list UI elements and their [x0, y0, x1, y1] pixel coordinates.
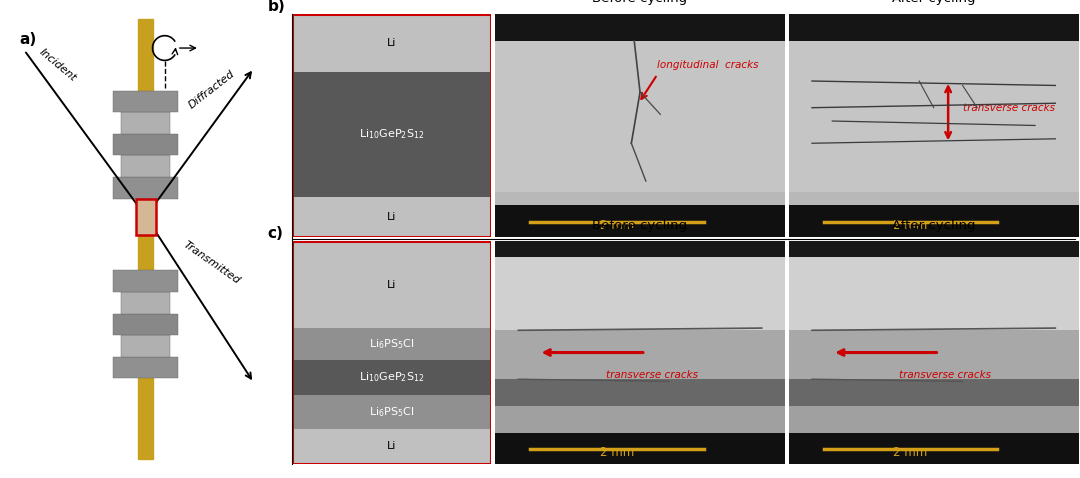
Text: After cycling: After cycling: [892, 0, 975, 5]
Bar: [292, 360, 491, 395]
Text: Li: Li: [387, 38, 396, 48]
Bar: [495, 14, 785, 41]
Bar: [788, 192, 1079, 206]
Bar: [495, 41, 785, 206]
Bar: [292, 429, 491, 464]
Bar: [495, 252, 785, 330]
Bar: [292, 395, 491, 429]
Bar: [788, 41, 1079, 206]
Bar: [113, 134, 178, 155]
Bar: [113, 91, 178, 112]
Text: 2 mm: 2 mm: [599, 446, 634, 459]
Bar: [495, 206, 785, 237]
Text: Before cycling: Before cycling: [593, 0, 688, 5]
Text: Li: Li: [387, 212, 396, 222]
Bar: [121, 112, 170, 134]
Bar: [113, 357, 178, 378]
Text: $\mathregular{Li_{10}GeP_2S_{12}}$: $\mathregular{Li_{10}GeP_2S_{12}}$: [359, 370, 424, 384]
Text: After cycling: After cycling: [892, 219, 975, 232]
Text: Diffracted: Diffracted: [187, 69, 237, 111]
Text: $\mathregular{Li_6PS_5Cl}$: $\mathregular{Li_6PS_5Cl}$: [368, 405, 415, 419]
Text: Li: Li: [387, 442, 396, 451]
Text: b): b): [268, 0, 285, 14]
Bar: [113, 177, 178, 198]
Bar: [136, 198, 157, 235]
Text: c): c): [268, 227, 284, 241]
Bar: [113, 271, 178, 292]
Bar: [292, 241, 491, 328]
Bar: [292, 328, 491, 360]
Bar: [495, 406, 785, 433]
Bar: [788, 406, 1079, 433]
Bar: [292, 72, 491, 196]
Bar: [495, 330, 785, 379]
Bar: [788, 330, 1079, 379]
Text: transverse cracks: transverse cracks: [900, 370, 991, 380]
Bar: [121, 155, 170, 177]
Text: Li: Li: [387, 280, 396, 290]
Bar: [788, 433, 1079, 464]
Bar: [788, 379, 1079, 406]
Bar: [788, 14, 1079, 41]
Bar: [138, 19, 153, 459]
Text: Before cycling: Before cycling: [593, 219, 688, 232]
Text: Transmitted: Transmitted: [181, 239, 242, 286]
Text: a): a): [18, 33, 36, 47]
Bar: [495, 379, 785, 406]
Bar: [788, 252, 1079, 330]
Bar: [495, 192, 785, 206]
Bar: [121, 335, 170, 357]
Text: $\mathregular{Li_6PS_5Cl}$: $\mathregular{Li_6PS_5Cl}$: [368, 337, 415, 351]
Bar: [788, 206, 1079, 237]
Text: Incident: Incident: [38, 47, 79, 84]
Bar: [292, 14, 491, 72]
Bar: [495, 241, 785, 257]
Bar: [113, 314, 178, 335]
Text: 2 mm: 2 mm: [893, 219, 928, 232]
Text: 2 mm: 2 mm: [893, 446, 928, 459]
Bar: [292, 196, 491, 237]
Text: transverse cracks: transverse cracks: [606, 370, 698, 380]
Text: 2 mm: 2 mm: [599, 219, 634, 232]
Text: $\mathregular{Li_{10}GeP_2S_{12}}$: $\mathregular{Li_{10}GeP_2S_{12}}$: [359, 128, 424, 141]
Bar: [121, 292, 170, 314]
Bar: [495, 433, 785, 464]
Text: longitudinal  cracks: longitudinal cracks: [658, 60, 759, 70]
Bar: [788, 241, 1079, 257]
Text: transverse cracks: transverse cracks: [962, 103, 1055, 113]
